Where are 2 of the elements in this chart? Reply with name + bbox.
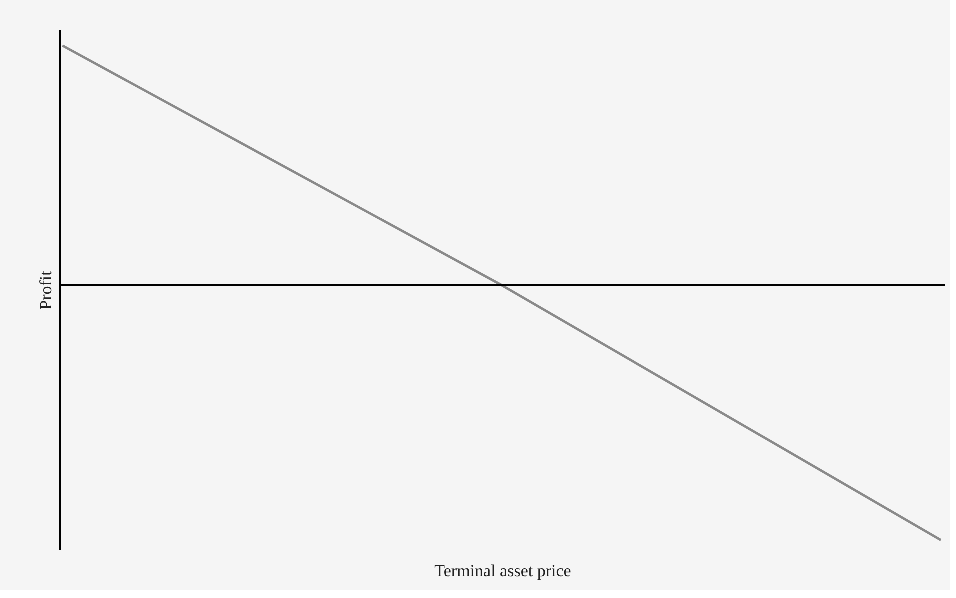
y-axis-title: Profit bbox=[36, 270, 56, 310]
x-axis-title: Terminal asset price bbox=[434, 562, 572, 580]
